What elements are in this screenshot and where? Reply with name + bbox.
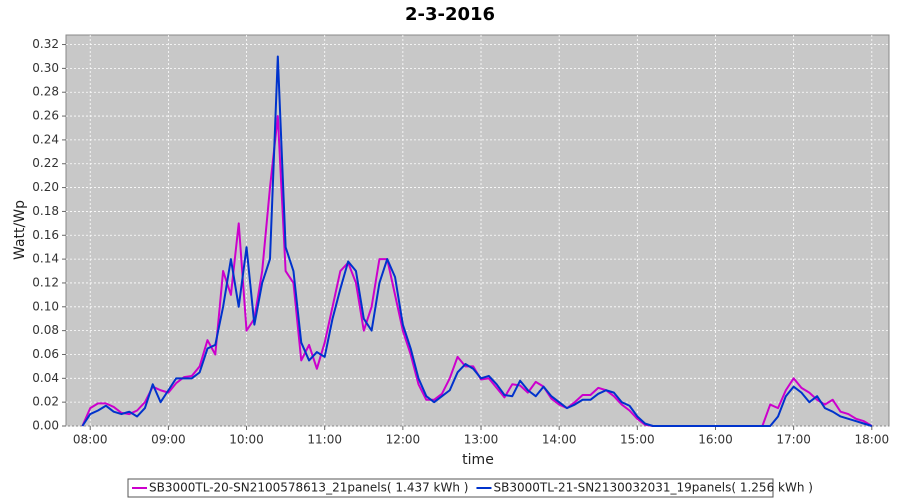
x-tick-label: 15:00 [620, 433, 655, 447]
y-tick-label: 0.08 [32, 323, 59, 337]
y-tick-label: 0.14 [32, 252, 59, 266]
x-tick-label: 09:00 [151, 433, 186, 447]
x-tick-label: 08:00 [73, 433, 108, 447]
plot-area [65, 34, 890, 427]
chart-title: 2-3-2016 [405, 4, 495, 25]
legend-label: SB3000TL-20-SN2100578613_21panels( 1.437… [149, 481, 468, 495]
y-tick-label: 0.02 [32, 395, 59, 409]
y-tick-label: 0.00 [32, 419, 59, 433]
x-tick-label: 11:00 [307, 433, 342, 447]
y-tick-label: 0.16 [32, 228, 59, 242]
series-line [81, 55, 873, 427]
y-tick-label: 0.26 [32, 109, 59, 123]
y-tick-label: 0.10 [32, 299, 59, 313]
y-tick-label: 0.20 [32, 180, 59, 194]
y-tick-label: 0.12 [32, 275, 59, 289]
x-tick-label: 18:00 [855, 433, 890, 447]
legend-label: SB3000TL-21-SN2130032031_19panels( 1.256… [493, 481, 812, 495]
x-axis-label: time [462, 452, 494, 468]
y-tick-label: 0.18 [32, 204, 59, 218]
x-tick-label: 17:00 [776, 433, 811, 447]
y-tick-label: 0.22 [32, 156, 59, 170]
y-tick-label: 0.06 [32, 347, 59, 361]
legend [127, 478, 774, 498]
y-tick-label: 0.30 [32, 61, 59, 75]
y-tick-label: 0.24 [32, 132, 59, 146]
x-tick-label: 16:00 [698, 433, 733, 447]
y-tick-label: 0.32 [32, 37, 59, 51]
x-tick-label: 12:00 [386, 433, 421, 447]
x-tick-label: 10:00 [229, 433, 264, 447]
y-tick-label: 0.04 [32, 371, 59, 385]
y-tick-label: 0.28 [32, 85, 59, 99]
x-tick-label: 13:00 [464, 433, 499, 447]
y-axis-label: Watt/Wp [12, 200, 28, 260]
x-tick-label: 14:00 [542, 433, 577, 447]
